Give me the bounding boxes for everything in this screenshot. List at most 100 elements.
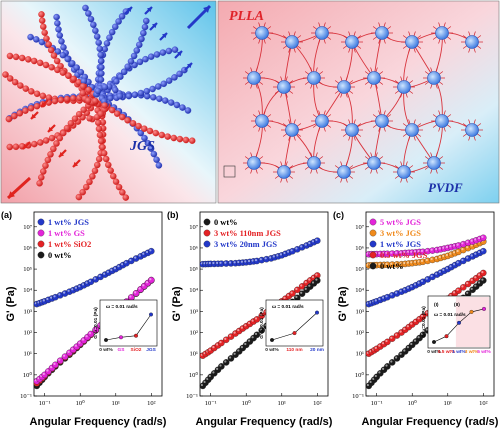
data-point — [56, 357, 64, 364]
legend-label: 0 wt% — [48, 251, 72, 260]
data-point-highlight — [445, 245, 448, 249]
data-point-highlight — [240, 260, 243, 263]
blue-chain-bead — [96, 45, 104, 53]
blue-chain-bead — [73, 64, 80, 71]
blue-chain-bead — [141, 134, 148, 142]
data-point-highlight — [58, 293, 61, 296]
data-point-highlight — [81, 338, 85, 341]
janus-particle — [273, 161, 295, 183]
data-point-highlight — [311, 281, 315, 284]
zoom-box — [223, 165, 236, 178]
data-point-highlight — [149, 278, 152, 281]
red-chain-bead — [86, 178, 93, 186]
x-tick-label: 10⁻¹ — [39, 400, 51, 407]
inset-chart: ω = 0.01 rad/s G'ω=0.01 (Pa) 0 wt% 110 nm 20… — [259, 299, 324, 353]
red-chain-bead — [40, 23, 47, 30]
blue-chain-bead — [176, 70, 183, 78]
blue-chain-bead — [184, 107, 192, 114]
janus-particle — [423, 67, 445, 89]
red-chain-bead — [71, 115, 79, 122]
data-point-highlight — [390, 262, 393, 265]
data-point — [480, 234, 487, 242]
janus-particle — [423, 152, 445, 174]
red-chain-bead — [33, 90, 41, 98]
blue-chain-bead — [58, 38, 65, 45]
inset-category-label: 110 nm — [286, 347, 302, 353]
red-chain-bead — [39, 92, 47, 100]
data-point-highlight — [42, 372, 45, 375]
data-point-highlight — [399, 262, 402, 265]
blue-chain-bead — [59, 51, 67, 59]
blue-chain-bead — [97, 57, 105, 65]
red-chain-bead — [31, 140, 38, 148]
data-point-highlight — [470, 278, 473, 281]
data-point-highlight — [259, 258, 262, 261]
data-point-highlight — [259, 313, 262, 316]
inset-category-label: 0 wt% — [265, 347, 279, 353]
data-point-highlight — [410, 285, 413, 288]
data-point-highlight — [290, 249, 293, 252]
blue-chain-bead — [98, 70, 105, 77]
red-chain-bead — [54, 66, 61, 74]
y-tick-label: 10³ — [356, 308, 365, 315]
red-chain-bead — [89, 173, 96, 180]
data-point-highlight — [461, 258, 464, 262]
blue-chain-bead — [98, 64, 105, 71]
red-chain-bead — [96, 131, 104, 139]
data-point-highlight — [413, 250, 417, 253]
data-point-highlight — [382, 367, 385, 370]
y-tick-label: 10³ — [24, 308, 33, 315]
data-point-highlight — [403, 327, 406, 330]
data-point-highlight — [247, 321, 251, 325]
red-chain-bead — [22, 107, 29, 114]
data-point-highlight — [276, 254, 279, 257]
data-point-highlight — [142, 252, 145, 255]
data-point — [128, 294, 135, 301]
red-core-bead — [79, 83, 87, 90]
data-point-highlight — [406, 250, 409, 253]
data-point-highlight — [229, 334, 232, 337]
data-point-highlight — [142, 284, 145, 287]
janus-particle — [371, 110, 393, 132]
red-chain-bead — [12, 143, 20, 151]
y-tick-label: 10⁻¹ — [352, 393, 364, 400]
blue-chain-bead — [54, 20, 61, 27]
y-axis-title: G' (Pa) — [337, 286, 349, 321]
data-point-highlight — [477, 273, 481, 276]
red-chain-bead — [42, 137, 50, 144]
y-tick-label: 10⁻¹ — [186, 393, 198, 400]
blue-chain-bead — [64, 55, 71, 63]
red-chain-bead — [108, 106, 116, 114]
blue-chain-bead — [155, 83, 162, 90]
data-point-highlight — [470, 287, 473, 290]
chart-panel-b: 10⁻¹ 10⁰ 10¹ 10² 10³ 10⁴ 10⁵ 10⁶ 10⁷ 10⁻¹ 10⁰ 10¹ 10… — [167, 210, 333, 428]
data-point-highlight — [481, 249, 484, 252]
blue-chain-bead — [171, 46, 179, 53]
data-point-highlight — [229, 261, 232, 264]
red-chain-bead — [17, 82, 24, 89]
data-point-highlight — [300, 245, 303, 248]
data-point-highlight — [78, 341, 81, 344]
data-point-highlight — [74, 344, 77, 347]
data-point-highlight — [208, 348, 211, 351]
janus-particle — [363, 67, 385, 89]
blue-chain-bead — [92, 27, 99, 34]
blue-chain-bead — [82, 4, 89, 12]
inset-chart: ω = 0.01 rad/s G'ω=0.01 (Pa) 0 wt% GS SiO2 JG… — [93, 299, 158, 353]
data-point-highlight — [477, 250, 481, 254]
red-chain-bead — [38, 11, 45, 18]
data-point-highlight — [247, 339, 251, 342]
red-chain-bead — [91, 167, 99, 175]
y-tick-label: 10⁷ — [189, 224, 198, 231]
data-point-highlight — [378, 297, 381, 301]
data-point-highlight — [85, 281, 88, 284]
blue-chain-bead — [162, 97, 169, 104]
data-point-highlight — [259, 328, 262, 331]
particle-core — [247, 156, 261, 170]
data-point-highlight — [425, 249, 428, 252]
data-point-highlight — [279, 253, 282, 256]
blue-chain-bead — [113, 78, 120, 85]
data-point-highlight — [474, 284, 477, 287]
blue-chain-bead — [87, 15, 95, 23]
inset-region-shade — [455, 297, 489, 347]
